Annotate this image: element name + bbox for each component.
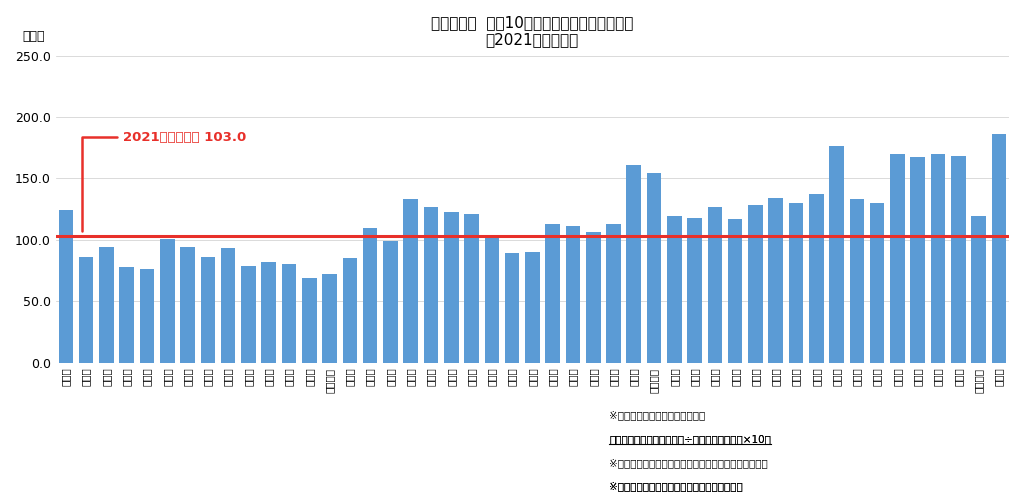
Text: （都道府県別理学療法士数÷都道府県別人口）×10万: （都道府県別理学療法士数÷都道府県別人口）×10万 xyxy=(609,434,771,444)
Bar xyxy=(201,257,215,363)
Bar xyxy=(139,269,155,363)
Bar xyxy=(829,147,844,363)
Bar xyxy=(869,203,885,363)
Bar xyxy=(383,241,397,363)
Bar xyxy=(323,274,337,363)
Bar xyxy=(362,228,378,363)
Text: ※都道府県別人口は総務省統計局データを引用: ※都道府県別人口は総務省統計局データを引用 xyxy=(609,482,743,492)
Text: ※都道府県別理学療法士数は理学療法士協会統計を引用: ※都道府県別理学療法士数は理学療法士協会統計を引用 xyxy=(609,458,768,468)
Bar xyxy=(302,278,316,363)
Bar xyxy=(241,265,256,363)
Bar xyxy=(749,205,763,363)
Bar xyxy=(525,252,540,363)
Bar xyxy=(424,207,438,363)
Bar xyxy=(910,158,925,363)
Text: （人）: （人） xyxy=(23,30,45,43)
Bar xyxy=(991,134,1007,363)
Bar xyxy=(728,219,742,363)
Text: 2021年全国平均 103.0: 2021年全国平均 103.0 xyxy=(82,131,246,231)
Bar xyxy=(282,264,296,363)
Bar xyxy=(180,247,195,363)
Bar xyxy=(99,247,114,363)
Bar xyxy=(79,257,93,363)
Title: 都道府県別  人口10万人あたりの理学療法士数
（2021年データ）: 都道府県別 人口10万人あたりの理学療法士数 （2021年データ） xyxy=(431,15,634,47)
Bar xyxy=(546,224,560,363)
Bar xyxy=(58,210,73,363)
Bar xyxy=(687,218,701,363)
Bar xyxy=(647,173,662,363)
Bar xyxy=(972,217,986,363)
Bar xyxy=(586,233,600,363)
Bar xyxy=(768,198,783,363)
Bar xyxy=(444,212,459,363)
Bar xyxy=(221,248,236,363)
Bar xyxy=(403,199,418,363)
Bar xyxy=(505,253,519,363)
Bar xyxy=(788,203,804,363)
Bar xyxy=(261,262,276,363)
Bar xyxy=(606,224,621,363)
Bar xyxy=(484,235,499,363)
Bar xyxy=(565,226,581,363)
Bar xyxy=(160,239,174,363)
Text: ※都道府県別人口は総務省統計局データを引用: ※都道府県別人口は総務省統計局データを引用 xyxy=(609,482,743,492)
Bar xyxy=(667,217,682,363)
Text: ※棒グラフ数値は以下式より算出: ※棒グラフ数値は以下式より算出 xyxy=(609,410,706,420)
Bar xyxy=(850,199,864,363)
Bar xyxy=(120,267,134,363)
Bar xyxy=(809,194,823,363)
Bar xyxy=(342,258,357,363)
Bar xyxy=(627,165,641,363)
Text: （都道府県別理学療法士数÷都道府県別人口）×10万: （都道府県別理学療法士数÷都道府県別人口）×10万 xyxy=(609,434,771,444)
Bar xyxy=(931,154,945,363)
Bar xyxy=(890,154,905,363)
Bar xyxy=(708,207,722,363)
Bar xyxy=(951,156,966,363)
Bar xyxy=(464,214,479,363)
